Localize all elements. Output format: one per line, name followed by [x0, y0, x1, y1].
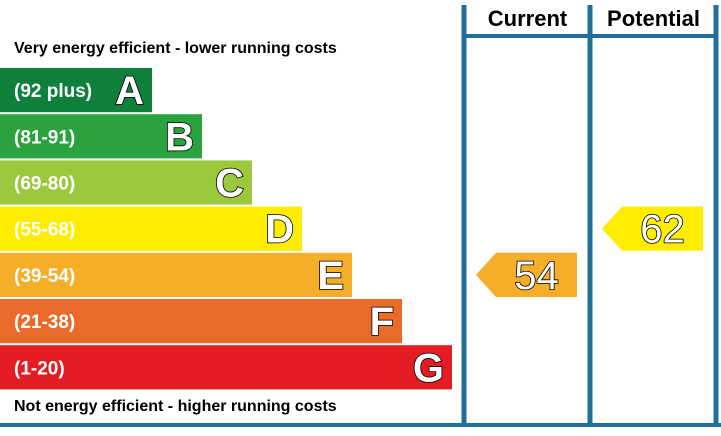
current-score: 54: [514, 254, 559, 298]
band-a-range: (92 plus): [14, 81, 92, 102]
band-b-bar: [0, 114, 202, 159]
column-frame: [0, 5, 721, 427]
top-caption: Very energy efficient - lower running co…: [14, 40, 337, 57]
band-b-range: (81-91): [14, 127, 75, 148]
band-e-bar: [0, 252, 352, 297]
band-c-bar: [0, 160, 252, 205]
band-f-bar: [0, 299, 402, 344]
band-f-range: (21-38): [14, 312, 75, 333]
frame-bottom-rule: [0, 423, 721, 427]
band-a-letter: A: [115, 69, 144, 113]
frame-divider-3: [713, 5, 719, 426]
band-g-bar: [0, 345, 452, 390]
frame-header-rule: [461, 34, 719, 38]
potential-score: 62: [640, 208, 685, 252]
band-d-letter: D: [265, 208, 294, 252]
bottom-caption: Not energy efficient - higher running co…: [14, 398, 337, 415]
band-a-bar: [0, 68, 152, 113]
header-current: Current: [488, 6, 568, 31]
band-d-range: (55-68): [14, 220, 75, 241]
band-g-letter: G: [413, 346, 444, 390]
band-g-range: (1-20): [14, 358, 65, 379]
score-arrows: 54 62: [476, 206, 703, 299]
frame-divider-1: [461, 5, 467, 426]
column-headers: Current Potential: [488, 6, 700, 31]
band-c-letter: C: [215, 162, 244, 206]
current-arrow: [476, 252, 577, 297]
band-e-letter: E: [317, 254, 344, 298]
frame-divider-2: [587, 5, 593, 426]
band-c-range: (69-80): [14, 174, 75, 195]
rating-bands: (92 plus) A (81-91) B (69-80) C (55-68) D (39-54…: [0, 68, 452, 391]
header-potential: Potential: [607, 6, 700, 31]
band-d-bar: [0, 206, 302, 251]
band-b-letter: B: [165, 115, 194, 159]
band-f-letter: F: [370, 300, 394, 344]
potential-arrow: [602, 206, 703, 251]
band-e-range: (39-54): [14, 266, 75, 287]
